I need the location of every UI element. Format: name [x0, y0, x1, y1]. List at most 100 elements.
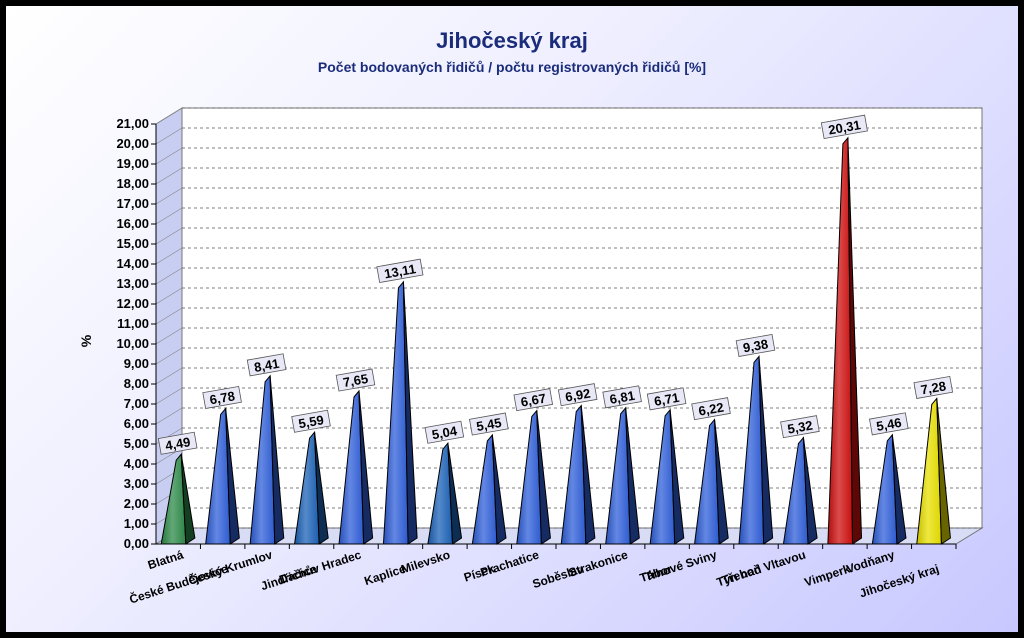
chart-subtitle: Počet bodovaných řidičů / počtu registro… — [317, 59, 707, 75]
data-label: 6,81 — [602, 385, 642, 409]
bar-side — [269, 375, 285, 545]
data-label-box — [424, 420, 465, 444]
data-label-box — [913, 375, 954, 399]
data-label: 5,04 — [424, 420, 465, 444]
y-tick-label: 1,00 — [124, 516, 149, 531]
bar — [871, 433, 907, 545]
data-label-text: 7,28 — [920, 378, 948, 397]
y-tick-label: 15,00 — [116, 236, 149, 251]
bar — [160, 452, 196, 545]
x-tick-label: Blatná — [146, 547, 186, 572]
data-label-text: 8,41 — [253, 356, 281, 375]
data-label: 5,32 — [780, 415, 820, 439]
bar — [827, 136, 863, 545]
data-label-text: 5,04 — [431, 423, 459, 442]
x-tick-label: Týn nad Vltavou — [715, 548, 807, 590]
x-tick-label: Vodňany — [845, 547, 897, 576]
gridline-side — [155, 267, 183, 285]
data-label-text: 6,22 — [697, 400, 725, 419]
bar-side — [714, 419, 729, 545]
gridline-side — [155, 147, 183, 165]
data-label-text: 5,59 — [297, 412, 325, 431]
x-tick-label: Strakonice — [567, 547, 630, 579]
y-tick-label: 18,00 — [116, 176, 149, 191]
gridline-side — [155, 327, 183, 345]
y-axis-label: % — [78, 334, 94, 347]
y-tick-label: 6,00 — [124, 416, 149, 431]
bar-side — [669, 409, 685, 545]
bar-side — [225, 408, 240, 545]
data-label: 6,22 — [691, 397, 731, 421]
x-tick-label: Prachatice — [479, 547, 541, 579]
bar-side — [625, 407, 640, 545]
chart-frame: Jihočeský kraj Počet bodovaných řidičů /… — [6, 6, 1018, 632]
data-label-text: 4,49 — [164, 434, 192, 453]
data-label-box — [469, 412, 509, 436]
bar — [205, 407, 240, 545]
data-label: 20,31 — [820, 114, 868, 140]
y-tick-label: 2,00 — [124, 496, 149, 511]
data-label-box — [246, 353, 287, 377]
data-label-box — [513, 388, 554, 412]
data-label-box — [335, 368, 376, 392]
data-label: 5,45 — [469, 412, 509, 436]
gridline-side — [155, 347, 183, 365]
bar-chart: 0,00 1,00 2,00 3,00 4,00 5,00 6,00 7,00 8,00 9,00… — [78, 107, 984, 607]
data-label-text: 20,31 — [827, 117, 862, 137]
data-label: 9,38 — [735, 333, 776, 357]
data-label-text: 5,45 — [475, 415, 503, 434]
bar — [516, 409, 551, 545]
data-label-box — [557, 383, 598, 407]
data-label-text: 9,38 — [742, 336, 770, 355]
bar-side — [180, 454, 196, 545]
data-label: 6,78 — [202, 385, 242, 409]
gridline-side — [155, 407, 183, 425]
data-label-box — [780, 415, 820, 439]
data-label-text: 5,32 — [786, 418, 814, 437]
bar-side — [358, 390, 374, 545]
bar — [249, 374, 285, 545]
data-label-box — [820, 114, 868, 140]
bar — [649, 408, 685, 545]
bar — [693, 418, 729, 545]
y-tick-label: 3,00 — [124, 476, 149, 491]
data-label: 4,49 — [157, 431, 198, 455]
y-tick-label: 21,00 — [116, 116, 149, 131]
data-label-text: 6,71 — [653, 390, 681, 409]
data-label-box — [735, 333, 776, 357]
data-label-box — [376, 258, 424, 284]
y-tick-label: 12,00 — [116, 296, 149, 311]
data-label: 13,11 — [376, 258, 424, 284]
data-label: 6,71 — [646, 387, 687, 411]
gridline-side — [155, 167, 183, 185]
data-label-box — [291, 409, 331, 433]
y-tick-label: 10,00 — [116, 336, 149, 351]
data-label-box — [869, 412, 909, 436]
y-tick-label: 4,00 — [124, 456, 149, 471]
y-tick-label: 9,00 — [124, 356, 149, 371]
bar — [560, 404, 596, 545]
bar-side — [580, 405, 596, 545]
gridline-side — [155, 307, 183, 325]
data-label: 7,28 — [913, 375, 954, 399]
data-label-box — [157, 431, 198, 455]
data-label-text: 6,67 — [520, 391, 548, 410]
bar — [471, 433, 507, 545]
bar-side — [802, 437, 818, 545]
data-label-text: 6,81 — [608, 388, 636, 407]
y-tick-label: 19,00 — [116, 156, 149, 171]
gridline-side — [155, 247, 183, 265]
y-tick-label: 20,00 — [116, 136, 149, 151]
bar-side — [936, 398, 951, 545]
bar — [338, 389, 374, 545]
data-label: 6,67 — [513, 388, 554, 412]
bar — [916, 397, 951, 545]
data-label-text: 6,78 — [208, 388, 236, 407]
gridline-side — [155, 287, 183, 305]
bar — [293, 430, 329, 545]
gridline-side — [155, 227, 183, 245]
y-tick-label: 13,00 — [116, 276, 149, 291]
y-tick-label: 14,00 — [116, 256, 149, 271]
y-tick-label: 5,00 — [124, 436, 149, 451]
gridline-side — [155, 387, 183, 405]
